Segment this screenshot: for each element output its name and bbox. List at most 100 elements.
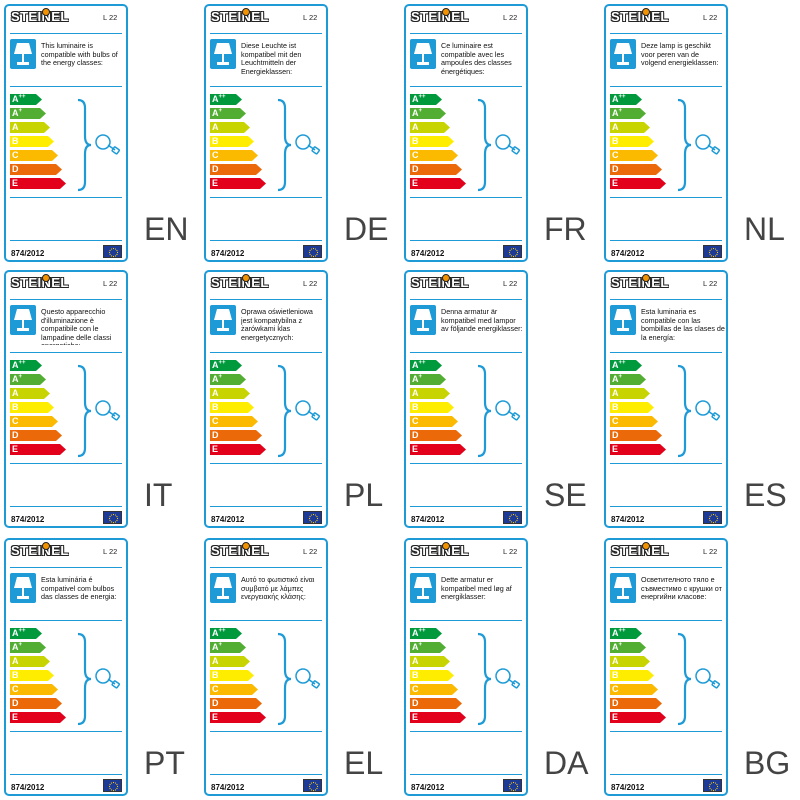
energy-class-plus: + — [218, 374, 223, 380]
energy-class-arrow: E — [10, 712, 66, 723]
energy-class-letter: A — [12, 108, 19, 118]
energy-class-arrow: D — [410, 430, 462, 441]
energy-class-arrow: B — [210, 670, 254, 681]
section-divider — [410, 86, 522, 87]
energy-class-plus: + — [618, 374, 623, 380]
brand-logo: STEINEL — [411, 543, 469, 558]
eu-flag-icon — [303, 511, 322, 524]
energy-class-letter: E — [412, 444, 419, 454]
footer-divider — [10, 774, 122, 775]
energy-class-arrow: A — [610, 122, 650, 133]
energy-class-letter: A — [412, 628, 419, 638]
energy-class-scale: A++ A+ A B C D E — [210, 94, 280, 192]
energy-class-letter: D — [412, 164, 419, 174]
energy-class-letter: A — [212, 374, 219, 384]
energy-label-cell: STEINEL L 22 Αυτό το φωτιστικό είναι συμβα… — [200, 534, 400, 800]
energy-class-arrow: A — [410, 656, 450, 667]
brand-logo-dot — [242, 542, 250, 550]
energy-class-arrow: A+ — [410, 374, 446, 385]
compatibility-text: Αυτό το φωτιστικό είναι συμβατό με λάμπε… — [241, 576, 315, 602]
eu-flag-icon — [303, 245, 322, 258]
energy-class-letter: A — [412, 108, 419, 118]
energy-class-letter: E — [412, 712, 419, 722]
compatibility-text: Diese Leuchte ist kompatibel mit den Leu… — [241, 42, 302, 76]
energy-class-arrow: A++ — [610, 628, 642, 639]
energy-class-arrow: A — [10, 122, 50, 133]
brand-logo: STEINEL — [411, 275, 469, 290]
energy-class-arrow: A++ — [10, 628, 42, 639]
energy-class-arrow: C — [410, 150, 458, 161]
energy-label-card: STEINEL L 22 Questo apparecchio d'illumina… — [4, 270, 128, 528]
energy-class-arrow: A+ — [10, 108, 46, 119]
language-code: BG — [744, 745, 791, 781]
model-number: L 22 — [303, 279, 318, 288]
curly-brace — [276, 632, 292, 731]
energy-class-letter: C — [612, 416, 619, 426]
curly-brace — [76, 632, 92, 731]
energy-label-card: STEINEL L 22 Осветителното тяло е съвмести… — [604, 538, 728, 796]
energy-class-arrow: C — [410, 416, 458, 427]
section-divider — [210, 352, 322, 353]
model-number: L 22 — [503, 547, 518, 556]
energy-class-arrow: A+ — [410, 108, 446, 119]
energy-class-letter: A — [212, 94, 219, 104]
energy-class-letter: A — [612, 628, 619, 638]
regulation-number: 874/2012 — [11, 249, 45, 258]
energy-class-letter: A — [212, 628, 219, 638]
regulation-number: 874/2012 — [11, 515, 45, 524]
energy-class-letter: A — [12, 642, 19, 652]
table-lamp-icon — [10, 305, 36, 335]
energy-class-arrow: A+ — [10, 642, 46, 653]
energy-label-cell: STEINEL L 22 Diese Leuchte ist kompatibel … — [200, 0, 400, 266]
energy-class-plus: ++ — [218, 360, 226, 366]
energy-class-letter: B — [412, 136, 419, 146]
energy-class-arrow: A — [610, 388, 650, 399]
energy-class-letter: C — [612, 684, 619, 694]
compatibility-text: Dette armatur er kompatibel med løg af e… — [441, 576, 512, 602]
energy-class-letter: A — [212, 656, 219, 666]
energy-class-letter: D — [212, 164, 219, 174]
energy-class-letter: E — [12, 444, 19, 454]
energy-class-arrow: C — [410, 684, 458, 695]
energy-label-cell: STEINEL L 22 Esta luminária é compativel c… — [0, 534, 200, 800]
energy-class-letter: B — [612, 136, 619, 146]
eu-flag-icon — [103, 245, 122, 258]
energy-class-letter: E — [212, 444, 219, 454]
energy-class-letter: A — [612, 388, 619, 398]
compatibility-text: Questo apparecchio d'illuminazione è com… — [41, 308, 112, 345]
energy-class-arrow: A+ — [210, 374, 246, 385]
energy-class-letter: A — [12, 360, 19, 370]
energy-class-arrow: A++ — [210, 360, 242, 371]
energy-class-plus: + — [18, 108, 23, 114]
energy-class-arrow: B — [210, 136, 254, 147]
footer-divider — [410, 731, 522, 732]
footer-divider — [410, 506, 522, 507]
energy-class-letter: A — [12, 374, 19, 384]
light-bulb-icon — [94, 133, 122, 160]
energy-class-letter: D — [412, 698, 419, 708]
footer-divider — [610, 506, 722, 507]
energy-class-letter: A — [612, 642, 619, 652]
table-lamp-icon — [410, 39, 436, 69]
energy-label-cell: STEINEL L 22 Questo apparecchio d'illumina… — [0, 266, 200, 532]
energy-class-letter: C — [612, 150, 619, 160]
energy-class-arrow: D — [210, 430, 262, 441]
curly-brace — [476, 364, 492, 463]
header-divider — [610, 33, 722, 34]
brand-logo: STEINEL — [211, 9, 269, 24]
energy-class-arrow: A++ — [10, 360, 42, 371]
section-divider — [410, 352, 522, 353]
energy-class-arrow: A — [10, 656, 50, 667]
regulation-number: 874/2012 — [611, 783, 645, 792]
energy-class-arrow: E — [410, 444, 466, 455]
model-number: L 22 — [503, 13, 518, 22]
energy-class-letter: A — [412, 656, 419, 666]
energy-class-letter: E — [212, 712, 219, 722]
light-bulb-icon — [694, 399, 722, 426]
energy-class-arrow: C — [10, 416, 58, 427]
curly-brace — [476, 632, 492, 731]
curly-brace — [676, 632, 692, 731]
energy-class-plus: ++ — [18, 94, 26, 100]
model-number: L 22 — [103, 547, 118, 556]
